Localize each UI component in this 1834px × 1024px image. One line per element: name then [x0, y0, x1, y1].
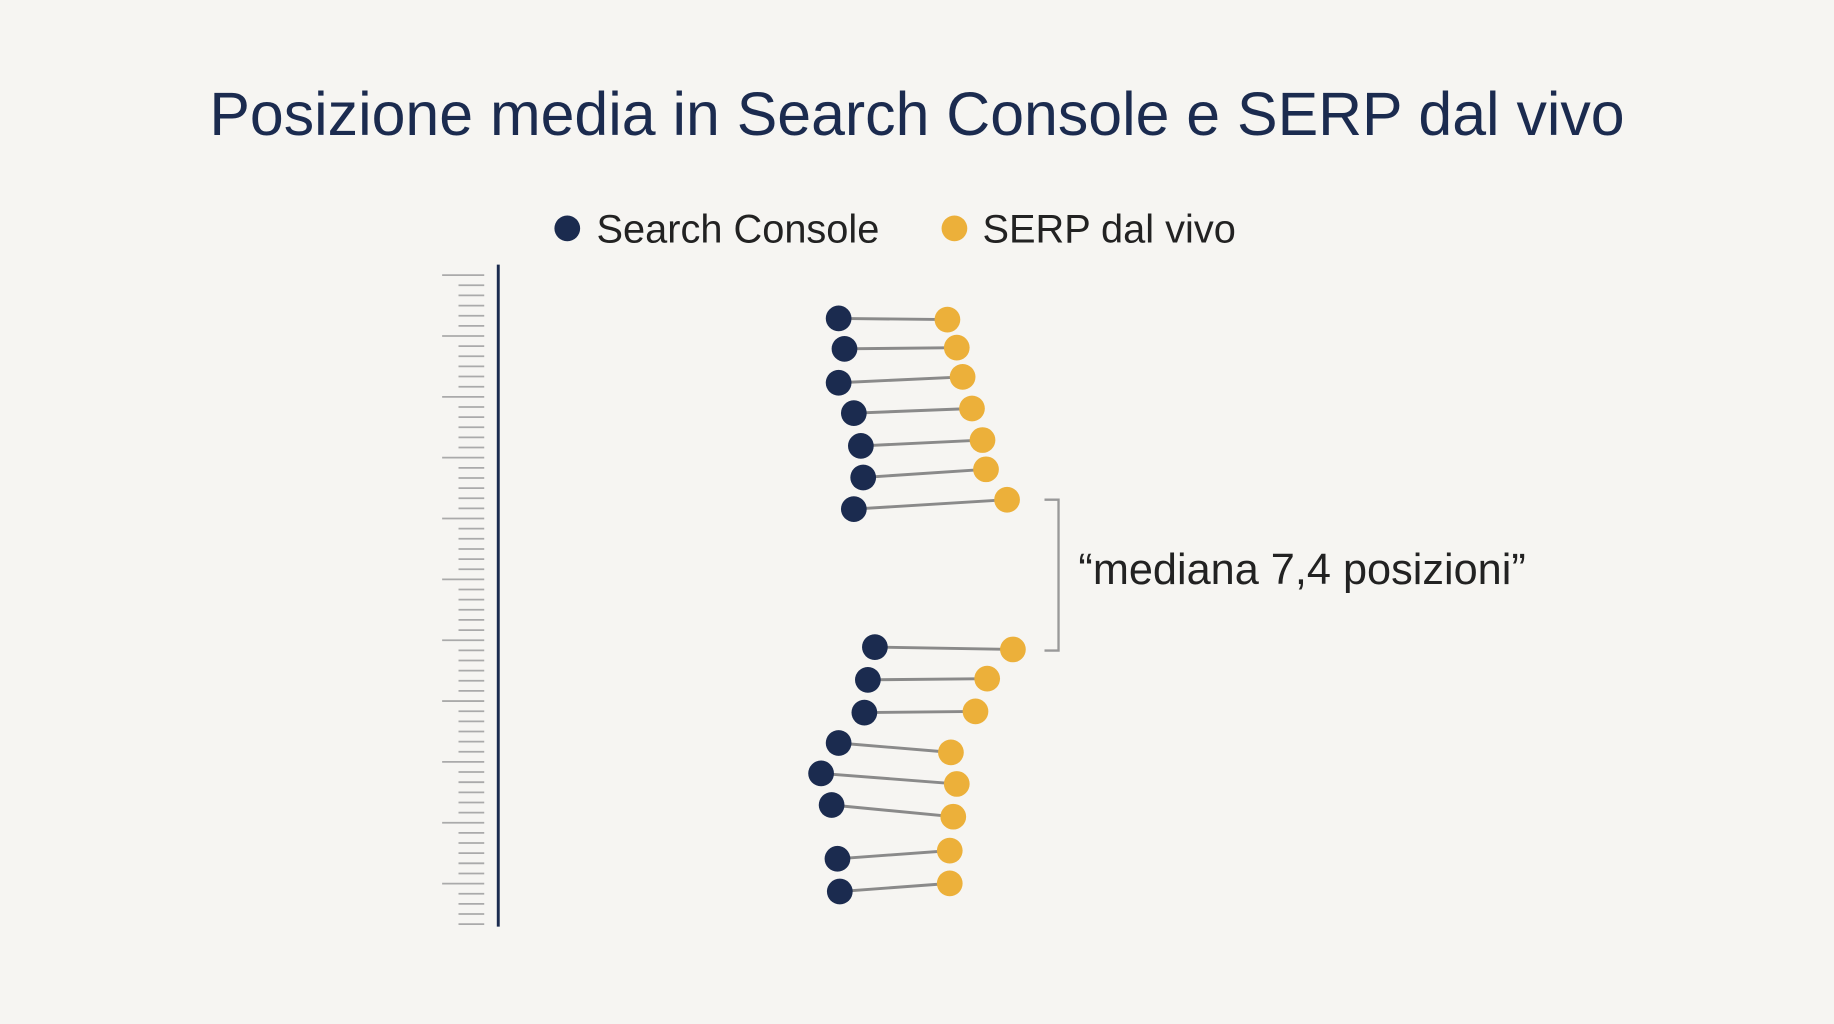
serp-dot — [949, 364, 976, 390]
search-console-dot — [831, 335, 858, 362]
connector — [860, 438, 983, 448]
legend-label: Search Console — [597, 207, 880, 251]
connector — [838, 741, 952, 754]
search-console-dot — [825, 730, 852, 756]
serp-dot — [936, 870, 963, 897]
connector — [853, 407, 973, 415]
serp-dot — [938, 739, 964, 766]
search-console-dot — [826, 878, 853, 905]
connector — [864, 709, 976, 715]
search-console-dot — [825, 305, 852, 332]
search-console-dot — [847, 433, 874, 459]
connector — [838, 316, 948, 322]
connector — [831, 803, 954, 819]
dumbbells — [808, 305, 1026, 905]
connector — [820, 771, 957, 786]
connector — [853, 498, 1008, 511]
serp-dot — [962, 698, 989, 725]
bracket — [1044, 498, 1060, 652]
search-console-dot — [818, 792, 845, 818]
legend-swatch — [554, 215, 581, 242]
serp-dot — [969, 427, 996, 453]
legend-label: SERP dal vivo — [983, 207, 1236, 251]
connector — [837, 849, 950, 861]
connector — [863, 467, 987, 479]
connector — [838, 375, 963, 385]
ruler-ticks — [442, 274, 485, 926]
search-console-dot — [862, 634, 888, 660]
serp-dot — [940, 803, 967, 830]
serp-dot — [943, 771, 970, 797]
serp-dot — [974, 665, 1001, 692]
search-console-dot — [825, 369, 852, 396]
serp-dot — [959, 395, 985, 422]
serp-dot — [973, 456, 999, 483]
search-console-dot — [855, 666, 881, 693]
search-console-dot — [840, 496, 867, 522]
annotation: “mediana 7,4 posizioni” — [1078, 546, 1525, 594]
serp-dot — [1000, 636, 1026, 663]
serp-dot — [943, 334, 970, 361]
connector — [844, 346, 957, 351]
serp-dot — [934, 306, 961, 333]
search-console-dot — [824, 845, 851, 872]
serp-dot — [936, 837, 963, 864]
connector — [839, 881, 950, 894]
search-console-dot — [840, 400, 867, 427]
search-console-dot — [808, 760, 834, 787]
title: Posizione media in Search Console e SERP… — [209, 80, 1624, 148]
search-console-dot — [850, 464, 877, 491]
serp-dot — [994, 486, 1020, 513]
search-console-dot — [851, 699, 878, 726]
legend-swatch — [941, 215, 968, 242]
connector — [874, 645, 1013, 651]
connector — [867, 677, 988, 682]
